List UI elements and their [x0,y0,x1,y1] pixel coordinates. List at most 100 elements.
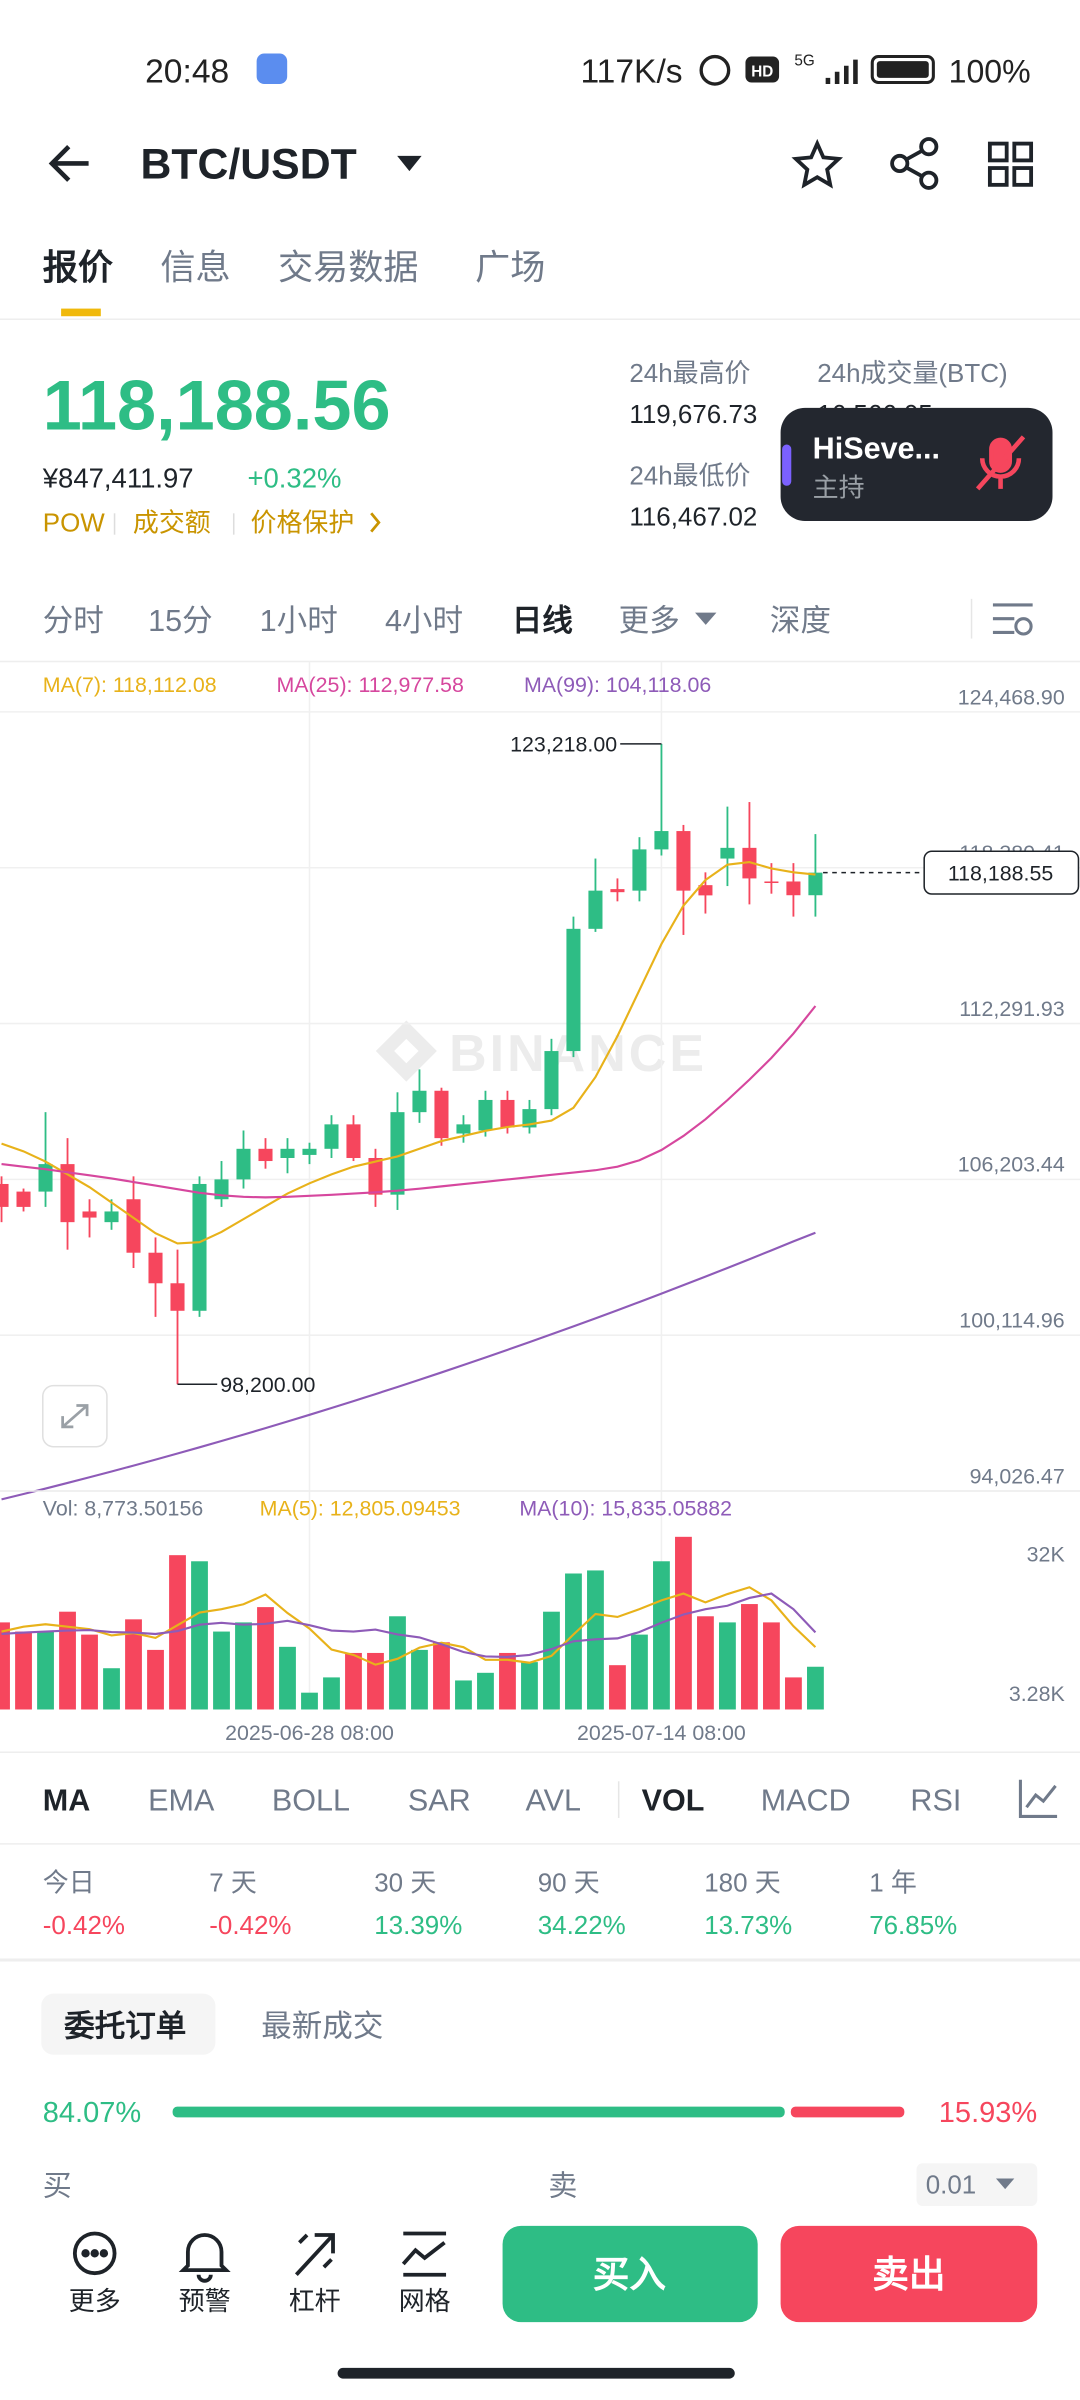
period-label: 1 年 [869,1867,917,1897]
share-icon[interactable] [890,137,939,190]
volume-bar [191,1561,208,1710]
tag[interactable]: POW [43,508,105,538]
layout-icon[interactable] [987,141,1034,187]
interval[interactable]: 日线 [512,604,573,638]
back-button[interactable] [48,145,89,182]
volume-bar [15,1631,32,1710]
sell-button-label[interactable]: 卖出 [872,2254,945,2295]
hd-text: HD [751,63,773,80]
period-label: 30 天 [374,1867,436,1897]
indicator-tab[interactable]: VOL [642,1783,705,1817]
ma-line [1,1231,816,1501]
leverage-icon[interactable] [294,2233,335,2277]
tab[interactable]: 信息 [160,249,230,288]
tab[interactable]: 广场 [475,249,545,288]
bottom-item-label[interactable]: 预警 [179,2286,231,2316]
candle-body [544,1051,559,1110]
tag[interactable]: 成交额 [133,508,211,538]
candle-body [192,1183,207,1311]
price-chart: BINANCE94,026.47100,114.96106,203.44112,… [0,661,1080,1745]
order-tab-bg [41,1993,216,2055]
legend-entry: MA(5): 12,805.09453 [260,1496,461,1520]
volume-bar [301,1692,318,1710]
candle-body [16,1191,31,1207]
candle-body [82,1211,97,1218]
volume-bar [345,1652,362,1710]
volume-bar [169,1555,186,1710]
stat-value: 119,676.73 [629,399,757,429]
interval[interactable]: 分时 [43,604,104,638]
buy-ratio-label: 84.07% [43,2097,141,2129]
volume-bar [367,1652,384,1710]
sell-button[interactable] [780,2225,1038,2323]
chart-settings-icon[interactable] [992,603,1033,636]
indicator-tab[interactable]: EMA [148,1783,215,1817]
bottom-item-label[interactable]: 网格 [399,2286,451,2316]
candle-body [60,1164,75,1223]
order-tab[interactable]: 最新成交 [261,2009,383,2043]
indicator-tab[interactable]: AVL [525,1783,580,1817]
tab[interactable]: 报价 [43,249,114,288]
interval[interactable]: 更多 [619,604,680,638]
bottom-item-label[interactable]: 杠杆 [289,2286,341,2316]
precision-select[interactable] [916,2163,1038,2206]
legend-entry: MA(7): 118,112.08 [43,673,217,697]
indicator-settings-icon[interactable] [1018,1779,1058,1818]
volume-bar [455,1680,472,1710]
buy-button-label[interactable]: 买入 [593,2254,667,2295]
volume-bar [543,1611,560,1710]
order-tab[interactable]: 委托订单 [64,2009,186,2043]
status-app-icon [256,53,288,85]
favorite-icon[interactable] [791,138,844,189]
tag[interactable]: 价格保护 [251,508,355,538]
interval[interactable]: 1小时 [260,604,338,638]
indicator-tab[interactable]: MACD [761,1783,851,1817]
buy-button[interactable] [502,2225,758,2323]
cny-price: ¥847,411.97 [42,462,194,493]
status-time: 20:48 [145,53,229,90]
volume-bar [675,1536,692,1710]
bottom-item-label[interactable]: 更多 [69,2286,121,2316]
sell-ratio-bar [790,2106,905,2118]
volume-bar [323,1677,340,1710]
more-icon[interactable] [72,2231,117,2276]
high-label: 123,218.00 [510,733,617,757]
stat-label: 24h最高价 [629,358,750,388]
indicator-tab[interactable]: SAR [408,1783,471,1817]
live-popup[interactable] [780,407,1053,521]
indicator-tab[interactable]: BOLL [272,1783,350,1817]
mic-off-icon[interactable] [975,435,1026,491]
expand-button[interactable] [42,1384,108,1448]
period-change: 13.73% [704,1910,792,1940]
tab[interactable]: 交易数据 [278,249,419,288]
buy-column: 买 [43,2170,72,2202]
more-dropdown[interactable] [695,612,717,625]
pair-title[interactable]: BTC/USDT [141,141,357,189]
volume-bar [653,1561,670,1710]
grid-icon[interactable] [401,2231,447,2277]
candle-body [38,1164,53,1192]
interval[interactable]: 深度 [770,604,831,638]
volume-bar [433,1642,450,1710]
period-change: 13.39% [374,1910,462,1940]
volume-bar [763,1622,780,1710]
buy-ratio-bar [172,2106,785,2118]
interval[interactable]: 15分 [148,604,213,638]
volume-bar [411,1649,428,1710]
period-label: 90 天 [538,1867,600,1897]
indicator-tab[interactable]: RSI [910,1783,961,1817]
indicator-tab[interactable]: MA [43,1783,91,1817]
candle-body [170,1283,185,1311]
sell-ratio-label: 15.93% [939,2097,1037,2129]
alert-icon[interactable] [178,2233,231,2283]
interval[interactable]: 4小时 [385,604,463,638]
candle-body [346,1124,361,1158]
volume-bar [235,1622,252,1710]
period-change: -0.42% [43,1910,125,1940]
volume-bar [477,1672,494,1710]
volume-bar [147,1649,164,1710]
pair-dropdown[interactable] [397,155,422,172]
candle-body [478,1099,493,1131]
